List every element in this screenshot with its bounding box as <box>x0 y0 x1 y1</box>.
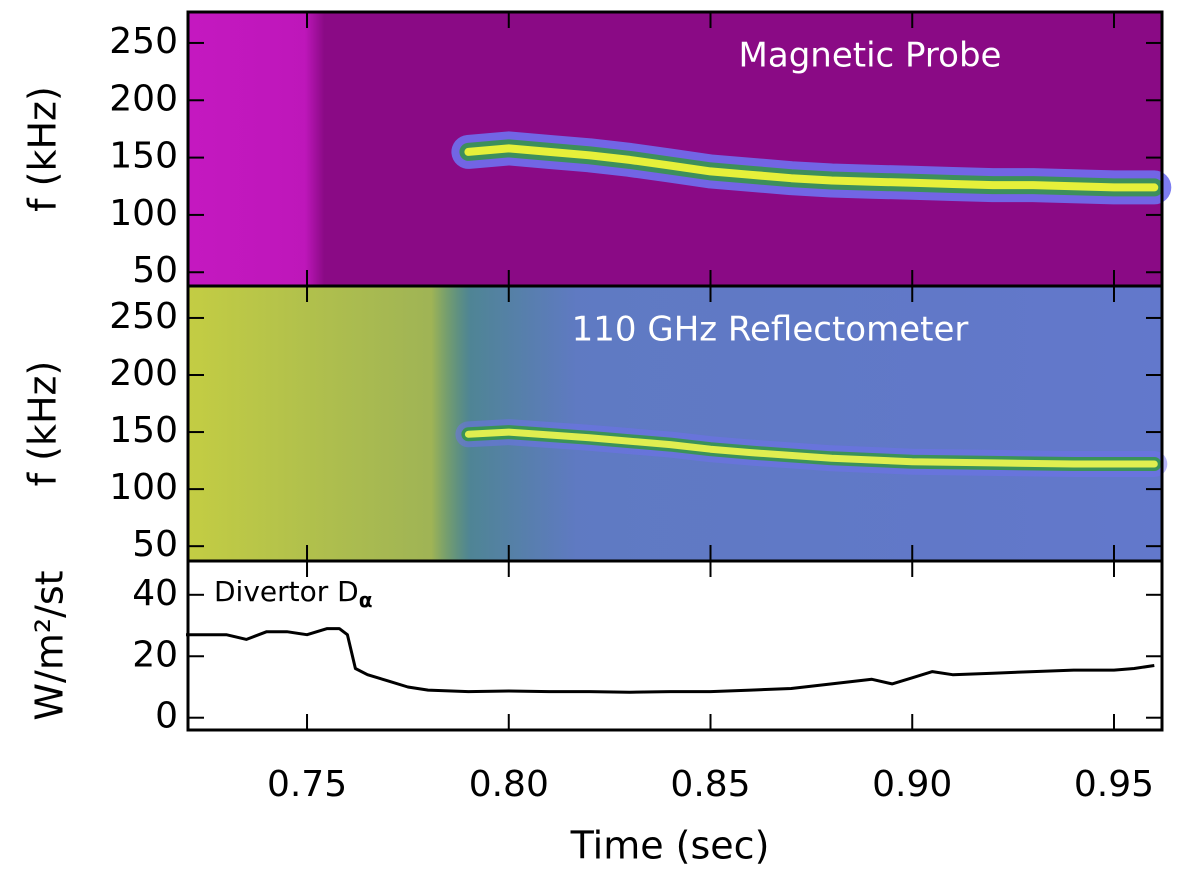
y-tick-label: 50 <box>132 250 178 291</box>
annotation-text: Divertor D <box>214 575 359 608</box>
panel-annotation: Magnetic Probe <box>739 36 1002 76</box>
panel-frame <box>186 559 1164 732</box>
annotation-subscript: α <box>359 588 373 612</box>
x-tick-label: 0.95 <box>1074 764 1154 805</box>
y-tick-label: 200 <box>109 78 178 119</box>
broadband-region <box>188 286 1162 561</box>
y-tick-label: 150 <box>109 410 178 451</box>
x-tick-label: 0.85 <box>670 764 750 805</box>
x-axis-label: Time (sec) <box>570 824 770 868</box>
x-tick-label: 0.90 <box>872 764 952 805</box>
y-tick-label: 100 <box>109 467 178 508</box>
y-tick-label: 100 <box>109 193 178 234</box>
y-tick-label: 250 <box>109 296 178 337</box>
data-layer <box>186 131 1172 694</box>
panel-annotation: 110 GHz Reflectometer <box>572 310 969 350</box>
mode-trace <box>464 144 1159 192</box>
panel-annotation: Divertor Dα <box>214 575 372 612</box>
low-frequency-region <box>188 12 1162 286</box>
y-tick-label: 250 <box>109 21 178 62</box>
x-tick-label: 0.80 <box>469 764 549 805</box>
y-tick-label: 20 <box>132 634 178 675</box>
y-tick-label: 40 <box>132 573 178 614</box>
y-tick-label: 200 <box>109 353 178 394</box>
y-axis-label: f (kHz) <box>21 361 65 487</box>
y-tick-label: 50 <box>132 524 178 565</box>
y-axis-label: W/m²/st <box>28 570 72 720</box>
mode-trace <box>464 428 1158 468</box>
line <box>186 627 1155 694</box>
y-tick-label: 0 <box>155 696 178 737</box>
x-tick-label: 0.75 <box>267 764 347 805</box>
y-axis-label: f (kHz) <box>21 86 65 212</box>
y-tick-label: 150 <box>109 136 178 177</box>
